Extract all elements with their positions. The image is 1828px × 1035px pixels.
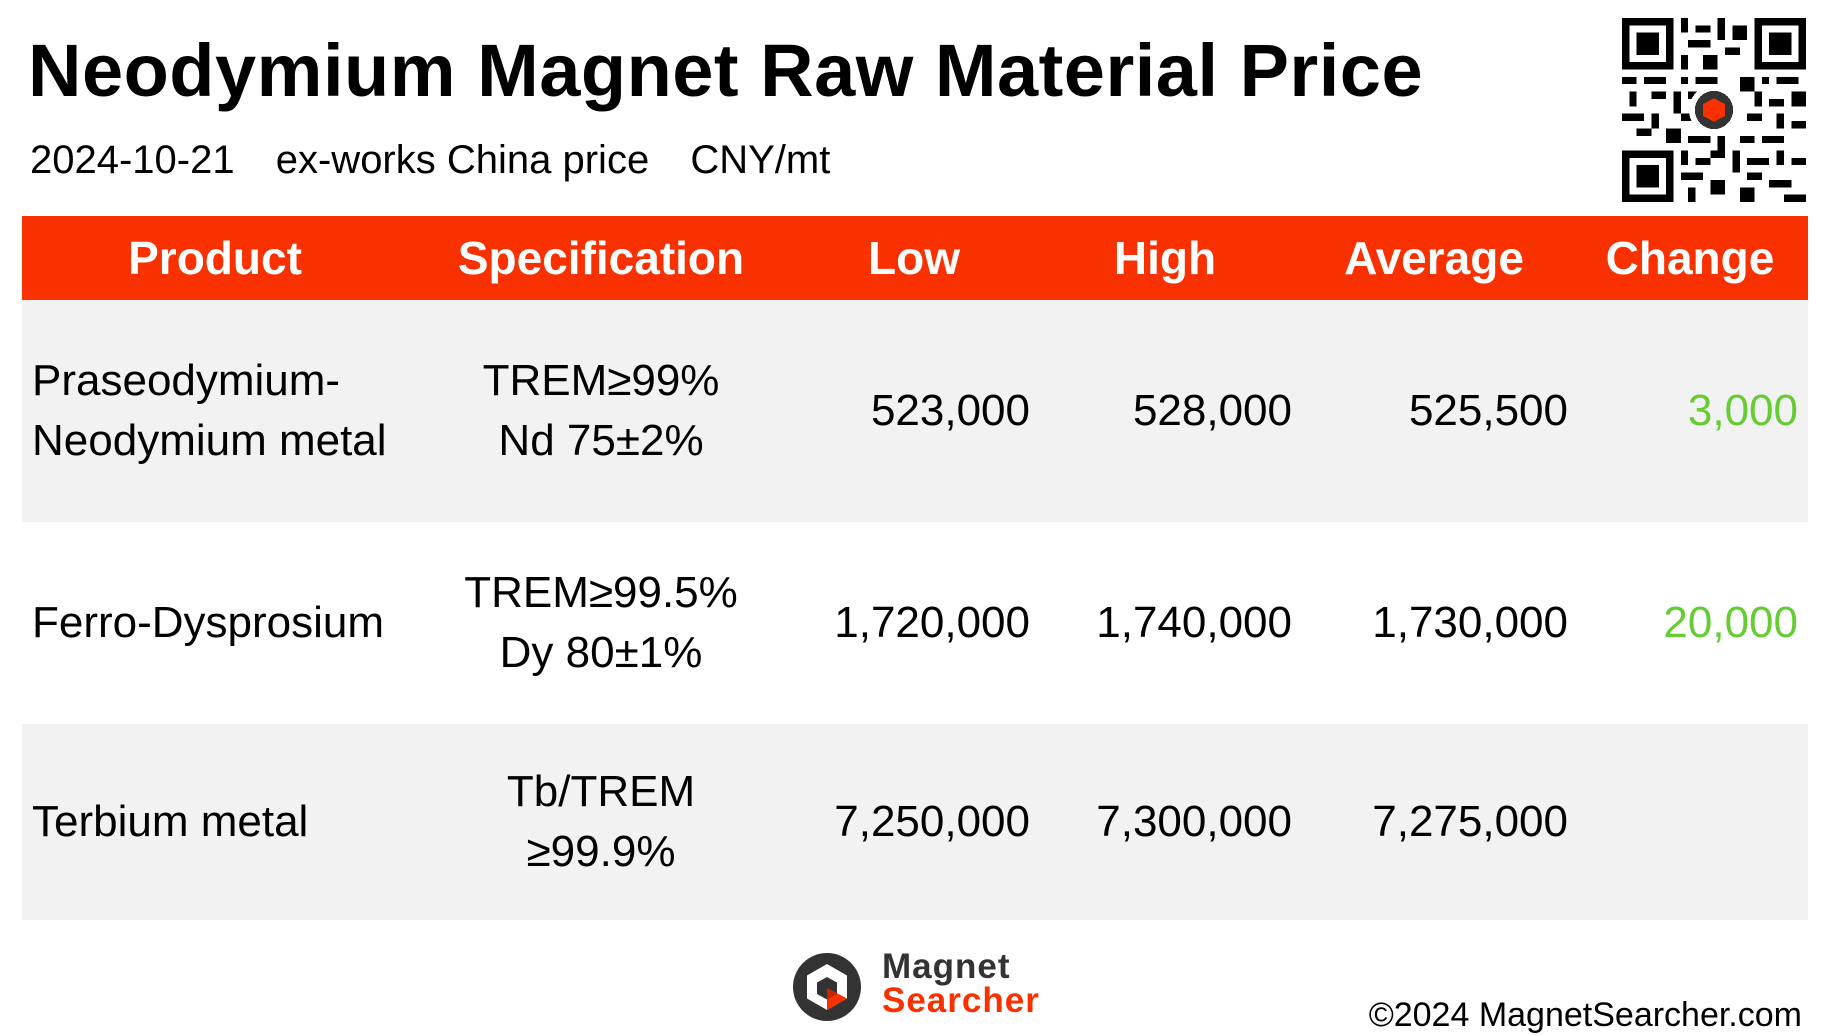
- average-price: 1,730,000: [1372, 598, 1568, 647]
- col-header-change: Change: [1605, 232, 1775, 284]
- copyright-notice: ©2024 MagnetSearcher.com: [1368, 996, 1802, 1034]
- subtitle: 2024-10-21 ex-works China price CNY/mt: [30, 138, 860, 183]
- col-header-product: Product: [128, 232, 302, 284]
- spec-line: ≥99.9%: [526, 827, 676, 876]
- logo-wordmark: Magnet Searcher: [882, 947, 1040, 1020]
- low-price: 523,000: [870, 386, 1030, 435]
- spec-line: Tb/TREM: [506, 767, 696, 816]
- spec-line: Dy 80±1%: [499, 628, 703, 677]
- product-name-line: Praseodymium-: [32, 356, 341, 405]
- high-price: 1,740,000: [1096, 598, 1292, 647]
- low-price: 1,720,000: [834, 598, 1030, 647]
- col-header-specification: Specification: [457, 232, 745, 284]
- logo-text-searcher: Searcher: [882, 981, 1040, 1020]
- magnet-searcher-logo-icon: [793, 953, 861, 1021]
- price-change: 20,000: [1663, 598, 1798, 647]
- price-date: 2024-10-21: [30, 138, 235, 182]
- qr-code-icon: [1622, 18, 1806, 202]
- page-title: Neodymium Magnet Raw Material Price: [28, 29, 1424, 112]
- price-change: 3,000: [1687, 386, 1798, 435]
- spec-line: TREM≥99.5%: [464, 568, 738, 617]
- product-cell: Ferro-Dysprosium: [22, 522, 408, 724]
- price-unit: CNY/mt: [690, 138, 831, 182]
- spec-line: Nd 75±2%: [498, 416, 704, 465]
- spec-line: TREM≥99%: [482, 356, 720, 405]
- col-header-average: Average: [1344, 232, 1524, 284]
- price-table: Product Specification Low High Average C…: [22, 216, 1808, 920]
- logo-text-magnet: Magnet: [882, 947, 1011, 986]
- product-cell: Terbium metal: [22, 724, 408, 920]
- high-price: 7,300,000: [1096, 797, 1292, 846]
- average-price: 7,275,000: [1372, 797, 1568, 846]
- product-cell: Praseodymium- Neodymium metal: [22, 300, 408, 522]
- table-row: Praseodymium- Neodymium metal TREM≥99% N…: [22, 300, 1808, 522]
- table-header: Product Specification Low High Average C…: [22, 216, 1808, 300]
- col-header-high: High: [1113, 232, 1217, 284]
- spec-cell: TREM≥99% Nd 75±2%: [408, 300, 794, 522]
- product-name-line: Ferro-Dysprosium: [32, 598, 385, 647]
- spec-cell: Tb/TREM ≥99.9%: [408, 724, 794, 920]
- product-name-line: Terbium metal: [32, 797, 309, 846]
- spec-cell: TREM≥99.5% Dy 80±1%: [408, 522, 794, 724]
- price-basis: ex-works China price: [275, 138, 650, 182]
- product-name-line: Neodymium metal: [32, 416, 387, 465]
- low-price: 7,250,000: [834, 797, 1030, 846]
- brand-logo[interactable]: Magnet Searcher: [792, 948, 1072, 1024]
- price-change: [1572, 724, 1808, 920]
- high-price: 528,000: [1132, 386, 1292, 435]
- table-row: Ferro-Dysprosium TREM≥99.5% Dy 80±1% 1,7…: [22, 522, 1808, 724]
- table-row: Terbium metal Tb/TREM ≥99.9% 7,250,000 7…: [22, 724, 1808, 920]
- average-price: 525,500: [1408, 386, 1568, 435]
- col-header-low: Low: [868, 232, 960, 284]
